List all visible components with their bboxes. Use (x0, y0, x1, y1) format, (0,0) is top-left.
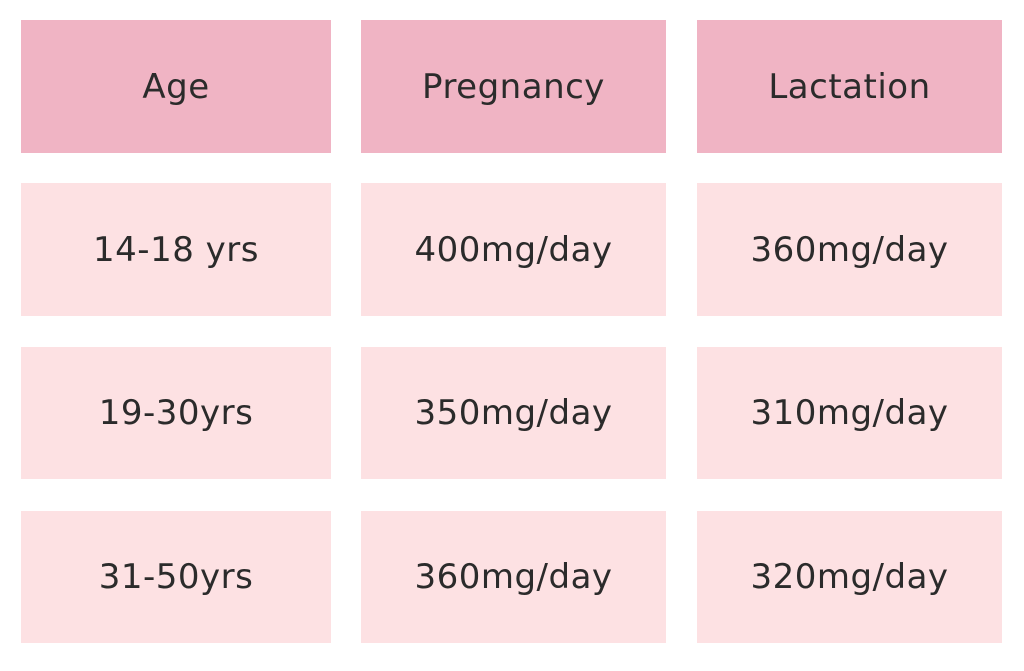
cell-pregnancy: 400mg/day (361, 183, 666, 316)
header-lactation: Lactation (697, 20, 1002, 153)
cell-lactation: 360mg/day (697, 183, 1002, 316)
cell-age: 19-30yrs (21, 347, 331, 479)
cell-lactation: 320mg/day (697, 511, 1002, 643)
cell-pregnancy: 350mg/day (361, 347, 666, 479)
header-age: Age (21, 20, 331, 153)
cell-age: 31-50yrs (21, 511, 331, 643)
header-pregnancy: Pregnancy (361, 20, 666, 153)
cell-age: 14-18 yrs (21, 183, 331, 316)
cell-pregnancy: 360mg/day (361, 511, 666, 643)
cell-lactation: 310mg/day (697, 347, 1002, 479)
